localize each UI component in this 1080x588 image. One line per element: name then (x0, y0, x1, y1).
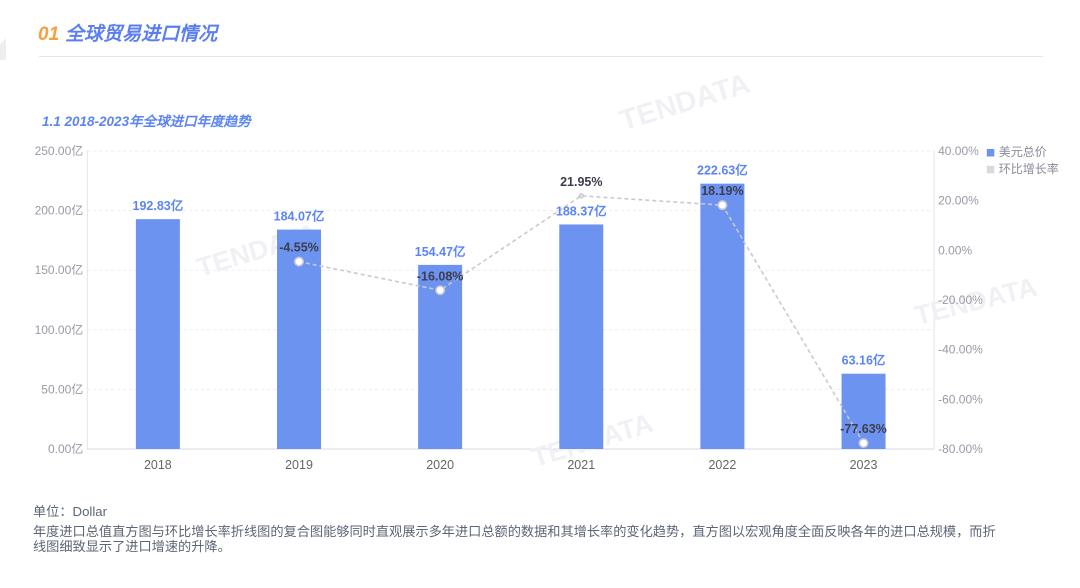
svg-text:2020: 2020 (426, 458, 454, 470)
svg-text:2018: 2018 (144, 458, 172, 470)
svg-text:18.19%: 18.19% (701, 184, 743, 198)
svg-text:150.00亿: 150.00亿 (35, 262, 84, 277)
svg-text:250.00亿: 250.00亿 (35, 143, 84, 158)
svg-text:50.00亿: 50.00亿 (41, 381, 83, 396)
svg-text:0.00亿: 0.00亿 (48, 441, 83, 456)
svg-text:0.00%: 0.00% (938, 243, 972, 257)
svg-text:-77.63%: -77.63% (840, 422, 887, 436)
svg-text:20.00%: 20.00% (938, 194, 979, 208)
svg-text:-16.08%: -16.08% (417, 269, 464, 283)
svg-text:2019: 2019 (285, 458, 313, 470)
svg-text:2021: 2021 (567, 458, 595, 470)
svg-text:222.63亿: 222.63亿 (697, 163, 748, 178)
svg-text:100.00亿: 100.00亿 (35, 322, 84, 337)
svg-text:40.00%: 40.00% (938, 144, 979, 158)
svg-text:-20.00%: -20.00% (938, 293, 983, 307)
svg-text:-80.00%: -80.00% (938, 442, 983, 456)
svg-text:63.16亿: 63.16亿 (842, 353, 886, 368)
svg-text:21.95%: 21.95% (560, 175, 602, 189)
svg-text:-40.00%: -40.00% (938, 343, 983, 357)
svg-text:-60.00%: -60.00% (938, 392, 983, 406)
svg-text:美元总价: 美元总价 (999, 145, 1047, 159)
svg-text:154.47亿: 154.47亿 (415, 244, 466, 259)
svg-text:188.37亿: 188.37亿 (556, 203, 607, 218)
svg-text:2022: 2022 (708, 458, 736, 470)
svg-text:192.83亿: 192.83亿 (133, 198, 184, 213)
svg-text:184.07亿: 184.07亿 (274, 209, 325, 224)
svg-text:200.00亿: 200.00亿 (35, 203, 84, 218)
svg-text:-4.55%: -4.55% (279, 241, 319, 255)
svg-text:2023: 2023 (850, 458, 878, 470)
svg-text:环比增长率: 环比增长率 (999, 161, 1059, 176)
